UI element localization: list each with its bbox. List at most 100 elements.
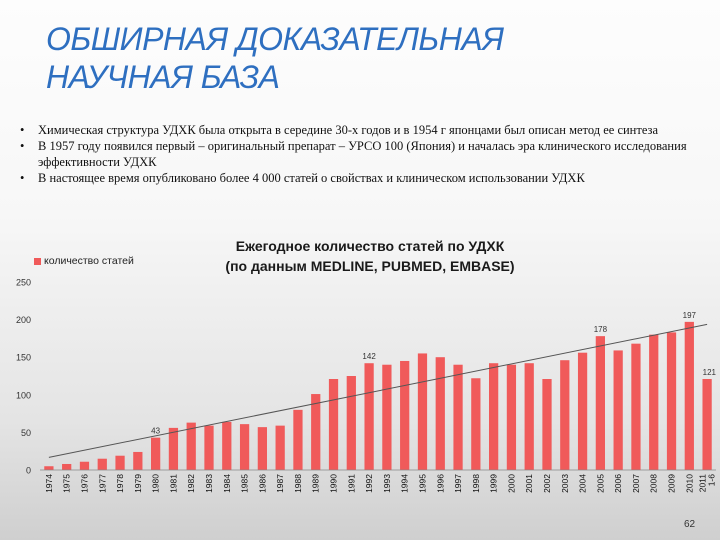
y-tick-label: 250 [16, 278, 31, 288]
x-tick-label: 1998 [471, 474, 481, 493]
x-tick-label: 1974 [44, 474, 54, 493]
x-tick-label: 1-6 [707, 474, 717, 487]
data-label: 121 [703, 368, 717, 377]
x-tick-label: 2004 [578, 474, 588, 493]
bar [44, 466, 54, 470]
bar [364, 363, 374, 470]
bar [257, 427, 267, 470]
bar [311, 394, 321, 470]
x-tick-label: 1977 [97, 474, 107, 493]
bar [400, 360, 410, 470]
bar [702, 379, 712, 470]
x-tick-label: 1997 [453, 474, 463, 493]
bar [275, 425, 285, 470]
bar [328, 379, 339, 470]
x-tick-label: 1994 [400, 474, 410, 493]
bar [471, 378, 481, 470]
chart-title: Ежегодное количество статей по УДХК (по … [200, 236, 540, 276]
x-tick-label: 1984 [222, 474, 232, 493]
bar [346, 376, 356, 470]
bar [453, 364, 463, 470]
x-tick-label: 2006 [613, 474, 623, 493]
chart-title-line-1: Ежегодное количество статей по УДХК [235, 238, 505, 254]
data-label: 142 [362, 352, 376, 361]
bar [62, 463, 72, 470]
chart-legend: количество статей [34, 255, 134, 267]
bar [133, 451, 143, 470]
x-tick-label: 1980 [151, 474, 161, 493]
x-tick-label: 1986 [257, 474, 267, 493]
bar [79, 461, 90, 470]
bar [489, 363, 499, 470]
bar [97, 458, 107, 470]
bullet-dot: • [20, 123, 25, 137]
x-tick-label: 2002 [542, 474, 552, 493]
bar-chart: 0 50 100 150 200 250 1974 1975 1976 1977 1978 1979 1… [16, 278, 717, 493]
bar [435, 357, 445, 470]
data-label: 178 [594, 325, 608, 334]
x-tick-label: 1993 [382, 474, 392, 493]
bar [239, 424, 250, 470]
x-tick-label: 1990 [329, 474, 339, 493]
x-tick-label: 1995 [417, 474, 427, 493]
bar [684, 321, 694, 470]
x-tick-label: 1978 [115, 474, 125, 493]
x-tick-label: 1989 [311, 474, 321, 493]
bar [613, 350, 623, 470]
bar [186, 422, 196, 470]
y-tick-label: 50 [21, 428, 31, 438]
x-tick-label: 1985 [240, 474, 250, 493]
x-tick-label: 1979 [133, 474, 143, 493]
bar [524, 363, 534, 470]
bullet-dot: • [20, 139, 25, 153]
bar [204, 425, 214, 470]
x-tick-label: 1976 [79, 474, 89, 493]
bullet-text: В 1957 году появился первый – оригинальн… [38, 139, 687, 169]
bar [595, 336, 605, 470]
bar [382, 364, 392, 470]
page-number: 62 [684, 519, 696, 530]
bar [417, 353, 428, 470]
x-tick-label: 2003 [560, 474, 570, 493]
x-tick-label: 2009 [667, 474, 677, 493]
bar [222, 421, 232, 470]
x-tick-label: 2011 [698, 474, 708, 493]
y-tick-label: 0 [26, 466, 31, 476]
x-tick-label: 1991 [346, 474, 356, 493]
x-tick-label: 2005 [595, 474, 605, 493]
x-tick-label: 1992 [364, 474, 374, 493]
x-tick-label: 1996 [435, 474, 445, 493]
y-tick-label: 100 [16, 390, 31, 400]
bar [542, 379, 552, 470]
bar [666, 332, 677, 470]
bar [168, 427, 179, 470]
x-tick-label: 1982 [186, 474, 196, 493]
bullet-dot: • [20, 171, 25, 185]
slide-title-line-2: НАУЧНАЯ БАЗА [46, 59, 280, 95]
bar [631, 343, 641, 470]
data-label: 197 [683, 311, 697, 320]
x-tick-label: 2000 [506, 474, 516, 493]
bullet-item: • В настоящее время опубликовано более 4 … [20, 170, 700, 186]
legend-swatch [34, 257, 41, 265]
x-tick-label: 1987 [275, 474, 285, 493]
legend-label: количество статей [44, 255, 134, 267]
bullet-text: Химическая структура УДХК была открыта в… [38, 123, 659, 137]
bar [649, 334, 659, 470]
bar [151, 437, 161, 470]
x-tick-label: 1983 [204, 474, 214, 493]
bar [293, 409, 303, 470]
x-tick-label: 1975 [62, 474, 72, 493]
x-tick-label: 1999 [489, 474, 499, 493]
x-tick-label: 1988 [293, 474, 303, 493]
bar [506, 364, 517, 470]
chart-title-line-2: (по данным MEDLINE, PUBMED, EMBASE) [225, 258, 515, 274]
bullet-item: • Химическая структура УДХК была открыта … [20, 122, 700, 138]
data-label: 43 [151, 427, 160, 436]
x-tick-label: 2001 [524, 474, 534, 493]
bar [560, 360, 570, 470]
trend-line [48, 323, 708, 458]
y-tick-label: 200 [16, 315, 31, 325]
x-tick-label: 2007 [631, 474, 641, 493]
bullet-text: В настоящее время опубликовано более 4 0… [38, 171, 585, 185]
